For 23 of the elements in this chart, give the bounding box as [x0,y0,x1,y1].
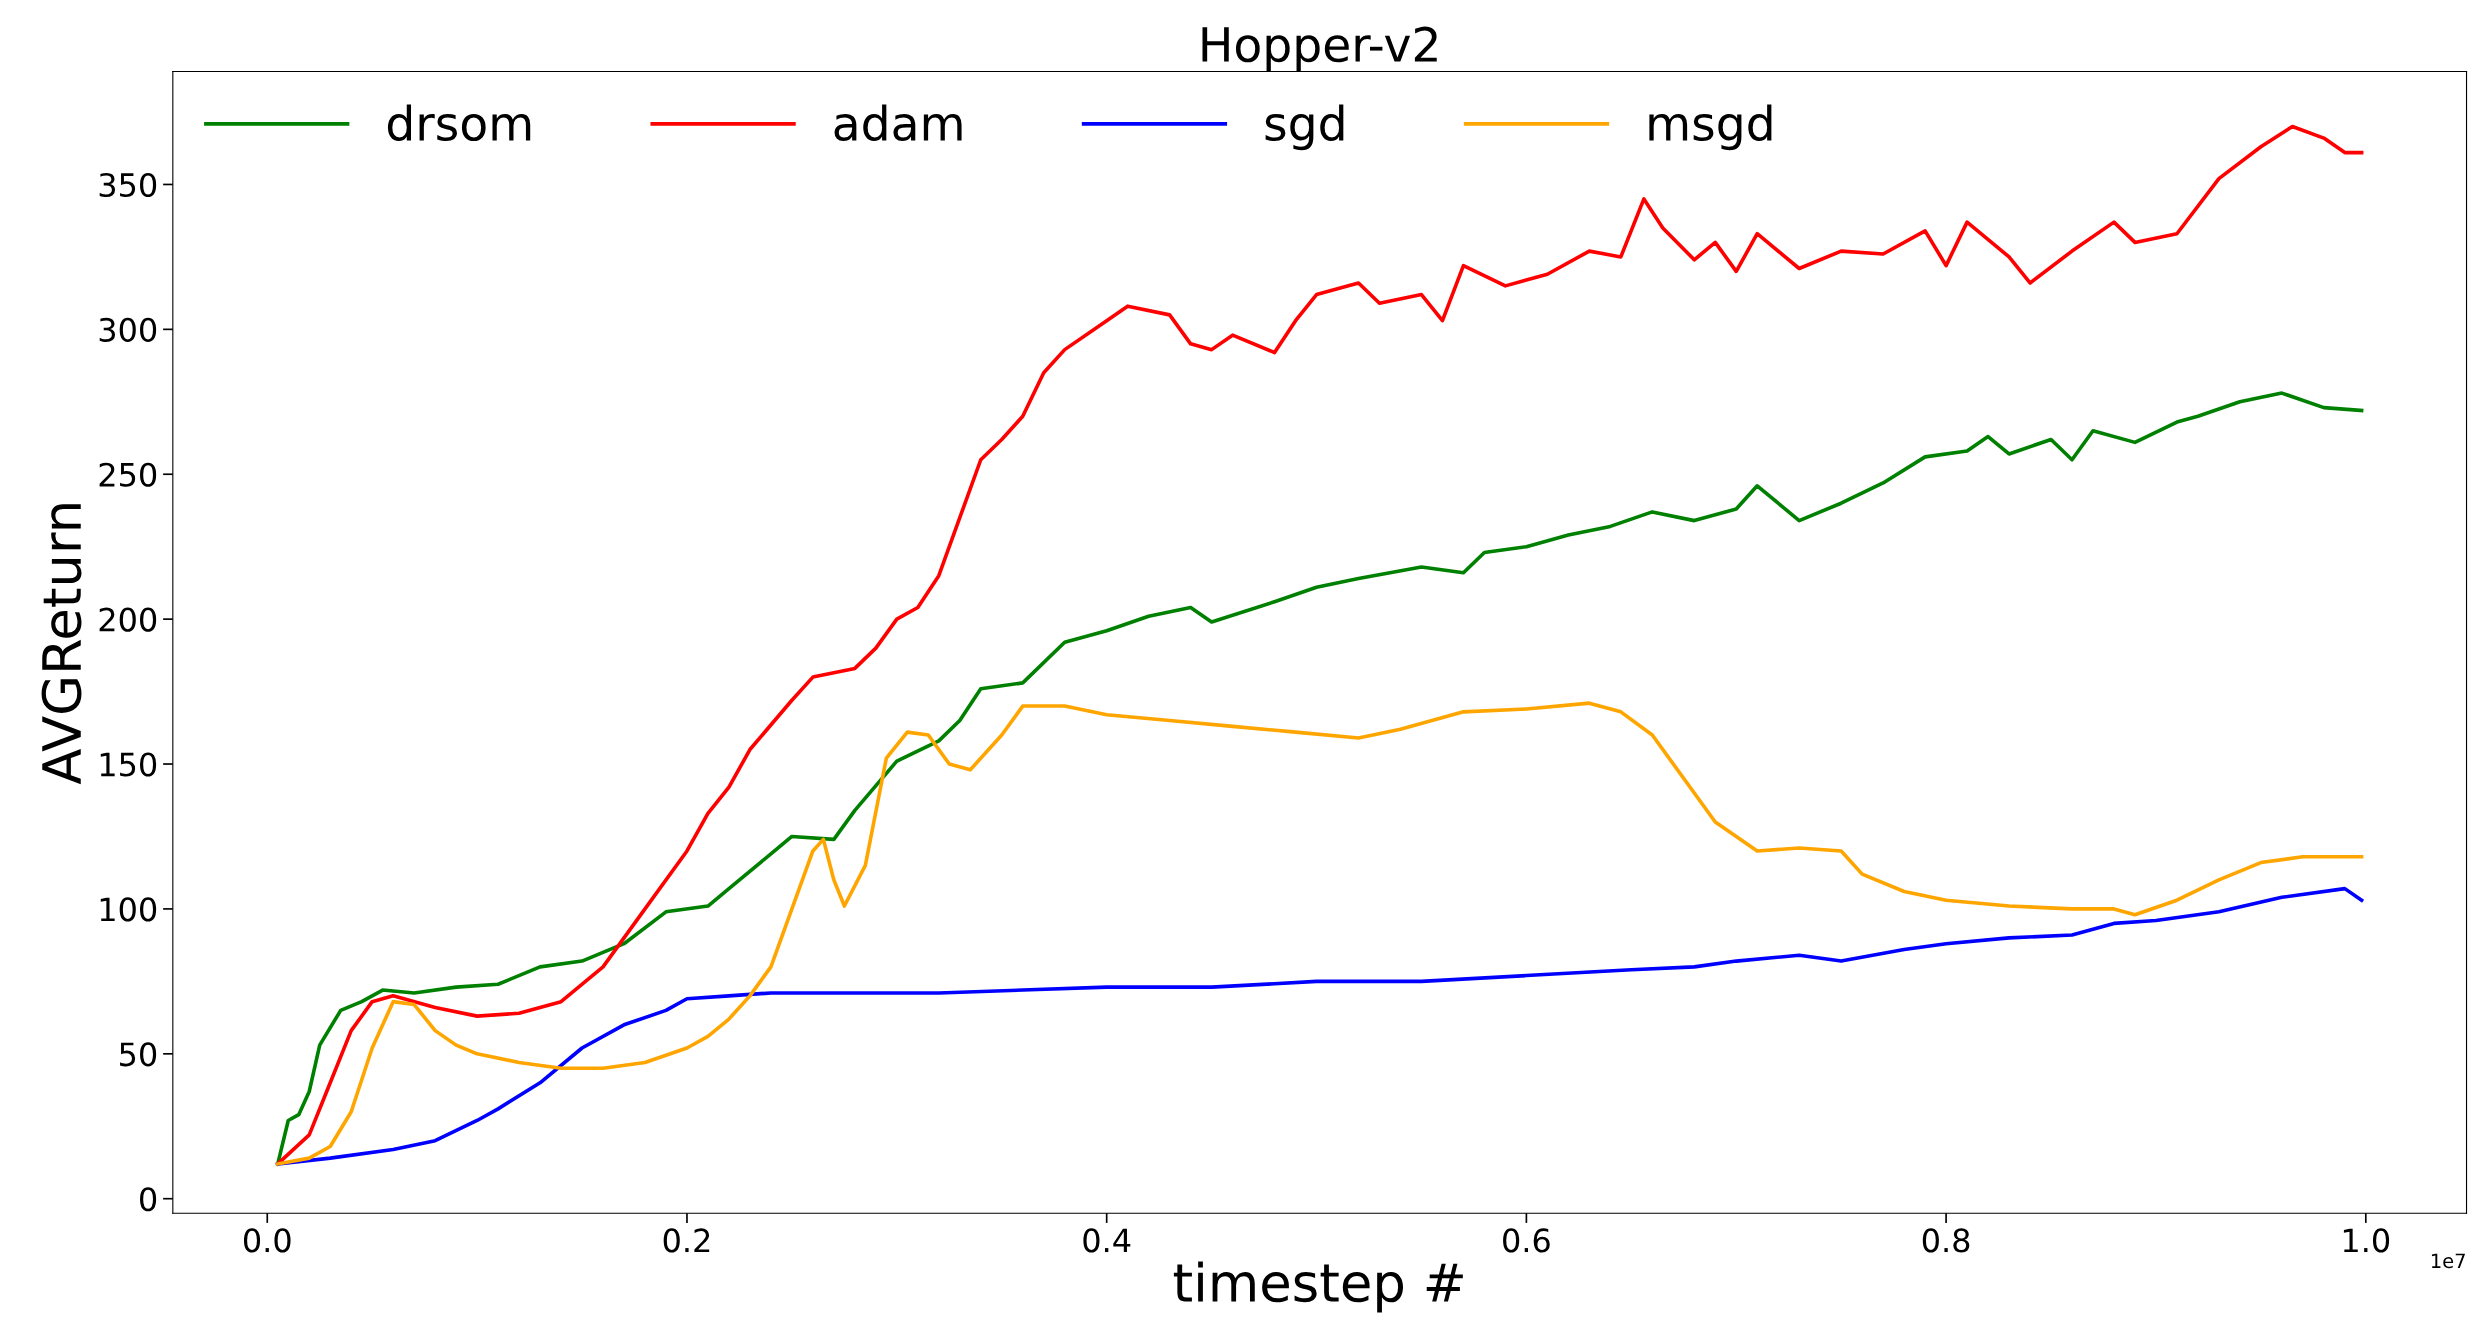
x-tick-label: 1.0 [2343,1228,2390,1253]
y-tick-label: 200 [99,607,157,632]
y-tick-label: 50 [120,1042,157,1067]
legend-label: drsom [387,104,531,142]
x-tick-label: 0.2 [663,1228,710,1253]
y-tick-label: 300 [99,317,157,342]
legend-label: adam [834,104,962,142]
text: 1e7 [2431,1253,2465,1269]
x-axis-title: timestep # [1173,1261,1463,1313]
y-tick-label: 0 [140,1187,157,1212]
x-tick-label: 0.0 [243,1228,291,1253]
x-tick-label: 0.6 [1503,1228,1550,1253]
x-tick-label: 0.4 [1083,1228,1131,1253]
x-tick-label: 0.8 [1922,1228,1970,1253]
chart-title: Hopper-v2 [1202,26,1437,72]
legend-label: msgd [1649,104,1772,151]
y-tick-label: 250 [99,462,157,487]
y-tick-label: 100 [100,897,157,922]
line-series [275,701,2364,1166]
y-tick-label: 150 [100,752,157,777]
y-axis-title: AVGReturn [41,504,82,785]
y-tick-label: 350 [99,172,157,198]
legend-label: sgd [1265,104,1344,151]
